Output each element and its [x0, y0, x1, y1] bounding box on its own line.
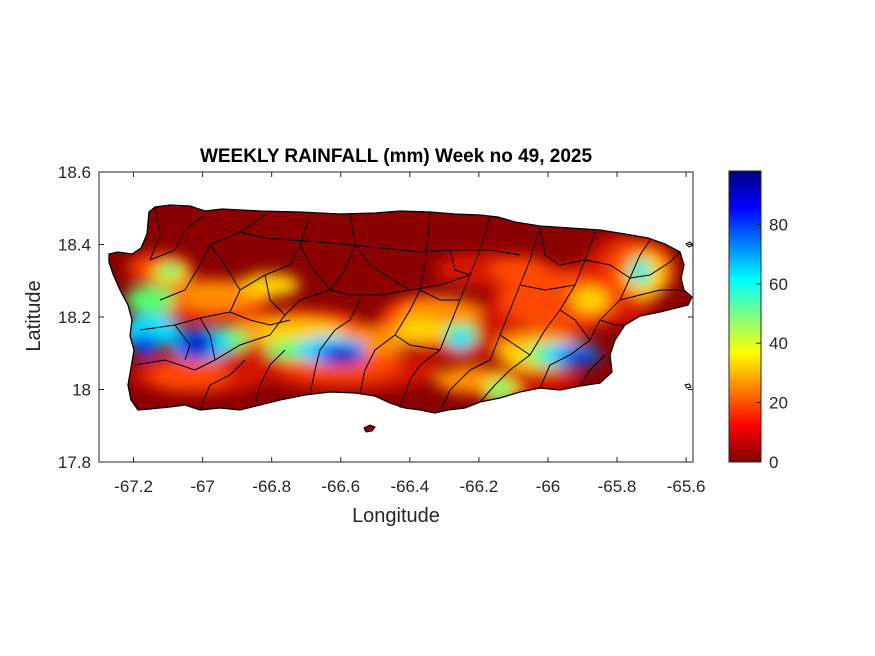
municipality-boundary — [239, 231, 521, 256]
municipality-boundary — [134, 214, 356, 371]
municipality-boundary — [254, 349, 286, 406]
rainfall-contour-patch — [125, 286, 175, 314]
municipality-boundary — [579, 354, 606, 387]
municipality-boundary — [174, 324, 191, 361]
x-tick-label: -66 — [536, 477, 561, 496]
rainfall-contour-patch — [488, 380, 512, 400]
x-tick-label: -66.4 — [390, 477, 429, 496]
islet — [684, 383, 692, 389]
x-axis-label: Longitude — [352, 505, 440, 527]
colorbar-gradient — [728, 170, 762, 463]
x-tick-label: -67.2 — [114, 477, 153, 496]
x-tick-label: -65.8 — [598, 477, 637, 496]
rainfall-contour-patch — [448, 330, 472, 350]
municipality-boundary — [264, 274, 286, 316]
municipality-boundary — [584, 259, 631, 279]
rainfall-contour-patch — [158, 262, 182, 278]
municipality-boundary — [399, 215, 491, 409]
colorbar-tick-label: 20 — [769, 394, 788, 413]
rainfall-contour-patch — [350, 325, 410, 355]
rainfall-contour-patch — [572, 288, 608, 312]
rainfall-contour-patch — [335, 351, 353, 361]
rainfall-contour-patch — [395, 318, 445, 342]
municipality-boundary — [354, 244, 411, 291]
rainfall-contour-patch — [632, 262, 648, 282]
rainfall-contour-patch — [490, 256, 550, 284]
colorbar-tick-label: 40 — [769, 334, 788, 353]
rainfall-contour-patch — [136, 338, 154, 356]
colorbar-tick-label: 60 — [769, 275, 788, 294]
y-tick-label: 18.4 — [58, 236, 91, 255]
y-tick-label: 18 — [72, 381, 91, 400]
municipality-boundary — [199, 317, 216, 361]
x-tick-label: -67 — [190, 477, 215, 496]
colorbar-tick-label: 80 — [769, 215, 788, 234]
y-tick-label: 18.6 — [58, 163, 91, 182]
y-tick-label: 17.8 — [58, 453, 91, 472]
municipality-boundary — [559, 309, 591, 341]
municipality-boundary — [149, 214, 206, 261]
municipality-boundary — [159, 214, 266, 301]
x-tick-label: -66.8 — [252, 477, 291, 496]
rainfall-contour-patch — [574, 352, 586, 360]
colorbar-tick-label: 0 — [769, 453, 778, 472]
municipality-boundary — [599, 319, 625, 326]
x-tick-label: -66.2 — [460, 477, 499, 496]
municipality-boundary — [229, 311, 291, 326]
municipality-boundary — [619, 289, 684, 301]
chart-title: WEEKLY RAINFALL (mm) Week no 49, 2025 — [200, 146, 593, 167]
municipality-boundary — [329, 274, 471, 296]
colorbar: 80 60 40 20 0 — [728, 170, 788, 472]
municipality-boundary — [149, 206, 161, 261]
municipality-boundary — [499, 334, 531, 356]
x-tick-label: -66.6 — [321, 477, 360, 496]
x-tick-label: -65.6 — [667, 477, 706, 496]
municipality-boundary — [394, 334, 441, 351]
islet — [363, 424, 376, 433]
municipality-boundary — [519, 284, 576, 291]
y-axis: 18.6 18.4 18.2 18 17.8 — [58, 163, 693, 472]
municipality-boundary — [629, 251, 681, 279]
municipality-boundary — [199, 359, 246, 411]
rainfall-contour-patch — [150, 361, 230, 389]
x-axis: -67.2 -67 -66.8 -66.6 -66.4 -66.2 -66 -65.8 -65.… — [114, 172, 705, 496]
municipality-boundary — [309, 299, 361, 395]
y-tick-label: 18.2 — [58, 308, 91, 327]
rainfall-contour-patch — [240, 273, 300, 297]
municipality-boundary — [299, 244, 331, 291]
municipality-boundary — [209, 244, 241, 291]
rainfall-contour-patch — [180, 281, 260, 309]
municipality-boundary — [479, 231, 596, 403]
municipality-boundaries — [134, 206, 684, 413]
coastline — [108, 204, 693, 414]
y-axis-label: Latitude — [23, 280, 45, 351]
municipality-boundary — [419, 289, 460, 301]
rainfall-field — [108, 204, 694, 433]
rainfall-contour-patch — [191, 340, 205, 354]
municipality-boundary — [359, 212, 431, 394]
municipality-boundary — [539, 227, 586, 266]
municipality-boundary — [449, 249, 471, 276]
rainfall-contour-patch — [500, 272, 620, 328]
